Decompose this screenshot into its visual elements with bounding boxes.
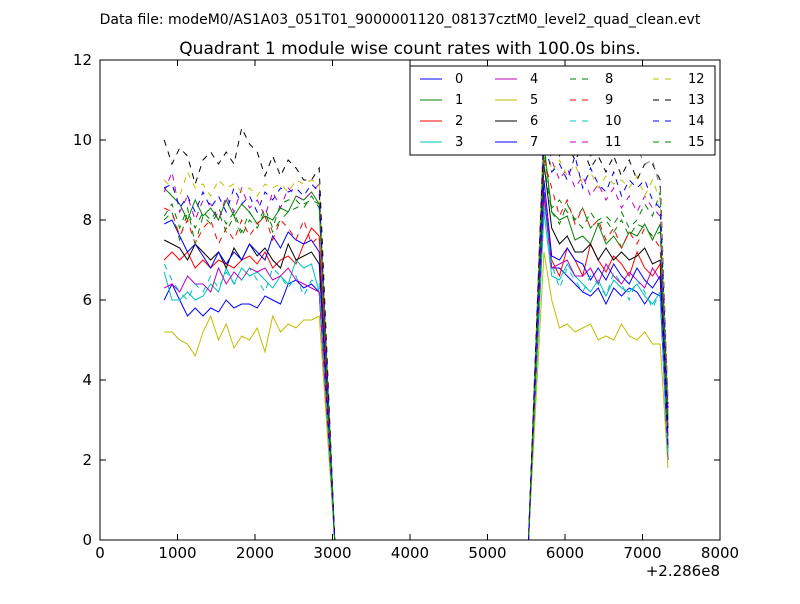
legend-label: 10: [605, 114, 622, 129]
legend-label: 13: [688, 93, 705, 108]
legend-label: 2: [455, 114, 463, 129]
legend-label: 5: [530, 93, 538, 108]
x-tick-label: 3000: [313, 544, 351, 562]
series-line-7: [163, 179, 669, 541]
x-tick-label: 7000: [623, 544, 661, 562]
legend-label: 7: [530, 135, 538, 150]
y-tick-label: 6: [82, 291, 92, 309]
series-line-6: [163, 163, 669, 541]
series-line-13: [163, 123, 669, 541]
x-tick-label: 4000: [391, 544, 429, 562]
y-tick-label: 2: [82, 451, 92, 469]
series-line-5: [164, 251, 669, 541]
y-tick-label: 8: [82, 211, 92, 229]
x-tick-label: 5000: [468, 544, 506, 562]
series-line-1: [163, 143, 669, 541]
series-line-0: [163, 191, 669, 541]
legend-label: 4: [530, 72, 538, 87]
series-line-3: [163, 211, 669, 541]
legend-label: 9: [605, 93, 613, 108]
series-line-15: [163, 163, 669, 541]
legend-label: 1: [455, 93, 463, 108]
legend-box: [409, 65, 716, 156]
x-offset-label: +2.286e8: [646, 562, 720, 580]
y-tick-label: 0: [82, 531, 92, 549]
x-tick-label: 8000: [701, 544, 739, 562]
x-tick-label: 1000: [158, 544, 196, 562]
figure-suptitle: Data file: modeM0/AS1A03_051T01_90000011…: [100, 12, 701, 28]
x-tick-label: 2000: [236, 544, 274, 562]
legend-label: 3: [455, 135, 463, 150]
y-tick-label: 10: [73, 131, 92, 149]
y-tick-label: 4: [82, 371, 92, 389]
legend-label: 12: [688, 72, 705, 87]
legend-label: 15: [688, 135, 705, 150]
legend-label: 0: [455, 72, 463, 87]
plot-area: [163, 99, 669, 541]
series-line-9: [163, 159, 669, 541]
series-line-8: [163, 151, 669, 541]
legend-label: 11: [605, 135, 622, 150]
legend-label: 14: [688, 114, 705, 129]
legend-label: 6: [530, 114, 538, 129]
series-line-11: [163, 131, 669, 541]
x-tick-label: 6000: [546, 544, 584, 562]
y-tick-label: 12: [73, 51, 92, 69]
axes: 0 1000 2000 3000 4000 5000 6000 7000 80000246810…: [73, 51, 739, 562]
x-tick-label: 0: [95, 544, 105, 562]
chart-title: Quadrant 1 module wise count rates with …: [179, 39, 640, 59]
series-line-10: [163, 203, 669, 541]
legend-label: 8: [605, 72, 613, 87]
series-line-extra: [543, 99, 669, 401]
series-line-14: [163, 139, 669, 541]
